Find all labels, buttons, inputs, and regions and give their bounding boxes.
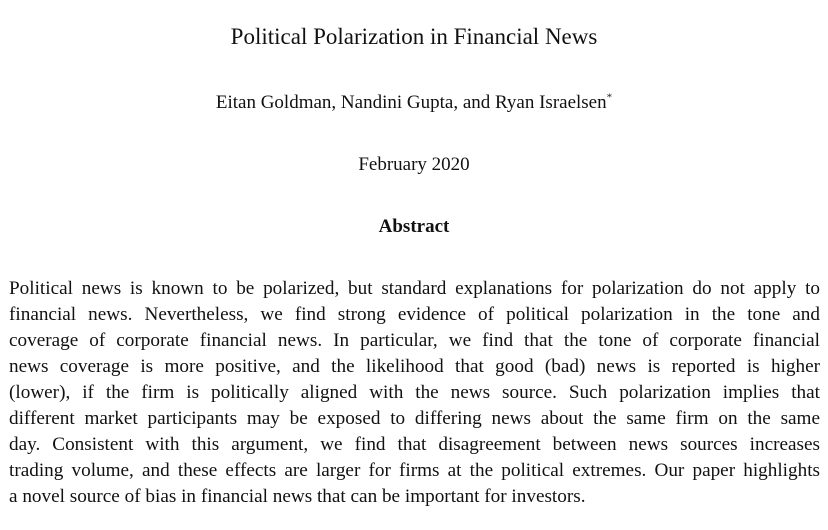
abstract-line: (lower), if the firm is politically alig… bbox=[9, 382, 820, 403]
paper-date: February 2020 bbox=[358, 154, 470, 175]
abstract-heading: Abstract bbox=[378, 216, 450, 237]
abstract-line: trading volume, and these effects are la… bbox=[9, 460, 820, 481]
paper-title: Political Polarization in Financial News bbox=[230, 24, 598, 49]
author-names: Eitan Goldman, Nandini Gupta, and Ryan I… bbox=[215, 92, 607, 113]
abstract-line: a novel source of bias in financial news… bbox=[9, 486, 586, 507]
abstract-line: different market participants may be exp… bbox=[9, 408, 820, 429]
abstract-line: Political news is known to be polarized,… bbox=[9, 278, 820, 299]
abstract-body: Political news is known to be polarized,… bbox=[9, 276, 820, 510]
abstract-line: day. Consistent with this argument, we f… bbox=[9, 434, 820, 455]
author-footnote-mark: * bbox=[606, 91, 613, 104]
abstract-line: news coverage is more positive, and the … bbox=[9, 356, 820, 377]
paper-authors: Eitan Goldman, Nandini Gupta, and Ryan I… bbox=[0, 90, 828, 116]
abstract-line: coverage of corporate financial news. In… bbox=[9, 330, 820, 351]
abstract-line: financial news. Nevertheless, we find st… bbox=[9, 304, 820, 325]
